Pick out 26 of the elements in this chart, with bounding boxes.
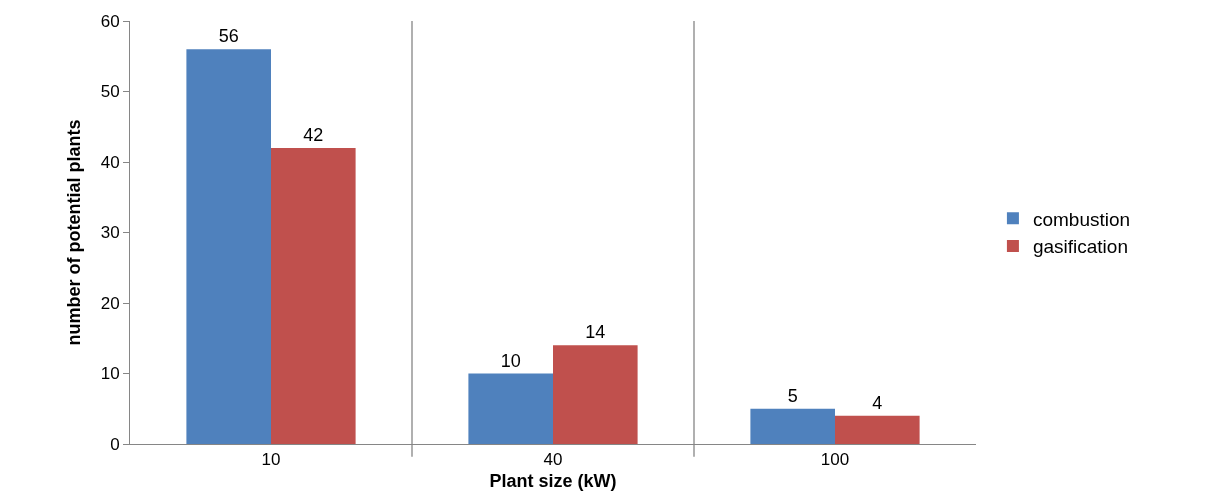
x-tick-label: 40	[543, 450, 563, 470]
y-tick-label: 20	[100, 293, 120, 313]
bar	[271, 147, 356, 444]
bar	[186, 49, 271, 444]
x-tick-label: 10	[261, 450, 281, 470]
legend-label: gasification	[1032, 236, 1128, 258]
bar	[750, 408, 835, 444]
bar	[553, 345, 638, 444]
data-label: 5	[787, 385, 798, 406]
y-tick-label: 60	[100, 11, 120, 31]
y-tick-label: 0	[110, 434, 120, 454]
data-label: 4	[872, 392, 883, 413]
y-tick-label: 30	[100, 223, 120, 243]
y-tick-label: 10	[100, 364, 120, 384]
x-tick-label: 100	[820, 450, 850, 470]
y-tick-label: 50	[100, 82, 120, 102]
data-label: 42	[303, 124, 324, 145]
x-axis-title: Plant size (kW)	[489, 470, 617, 491]
data-label: 10	[500, 350, 521, 371]
bar	[468, 373, 553, 444]
data-label: 14	[585, 322, 606, 343]
data-label: 56	[218, 26, 239, 47]
legend-label: combustion	[1032, 208, 1131, 230]
y-tick-label: 40	[100, 152, 120, 172]
bar	[835, 415, 920, 444]
y-axis-title: number of potential plants	[63, 119, 84, 346]
